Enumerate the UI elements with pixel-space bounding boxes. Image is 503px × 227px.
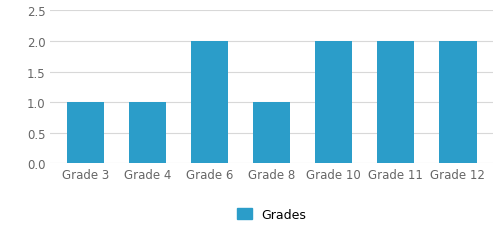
- Bar: [67, 103, 104, 163]
- Legend: Grades: Grades: [232, 203, 311, 226]
- Bar: [315, 42, 352, 163]
- Bar: [129, 103, 166, 163]
- Bar: [191, 42, 228, 163]
- Bar: [439, 42, 476, 163]
- Bar: [253, 103, 290, 163]
- Bar: [377, 42, 414, 163]
